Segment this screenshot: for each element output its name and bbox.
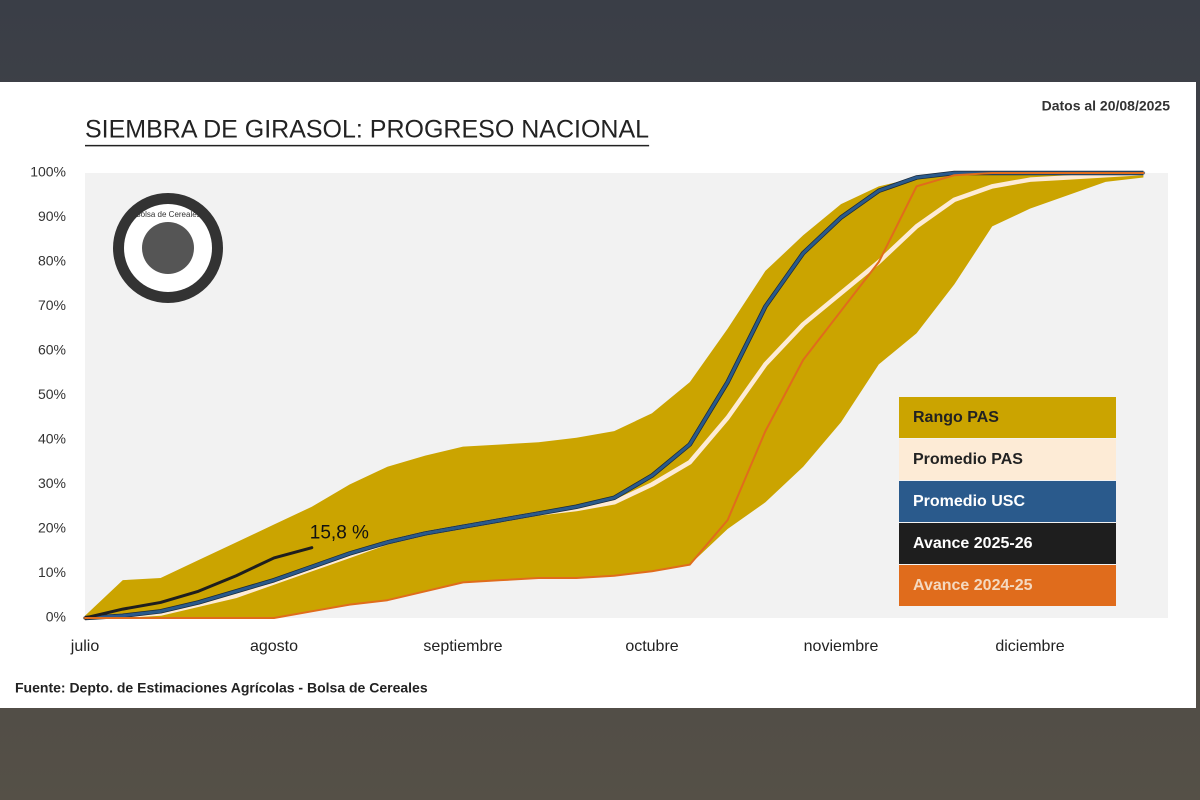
y-tick-label: 80% [38, 253, 66, 269]
legend-label: Avance 2025-26 [913, 535, 1033, 552]
y-tick-label: 40% [38, 431, 66, 447]
x-tick-label: noviembre [804, 638, 879, 655]
x-tick-label: septiembre [423, 638, 502, 655]
legend-swatch [899, 523, 1116, 564]
legend-item: Avance 2024-25 [899, 565, 1116, 606]
legend-swatch [899, 439, 1116, 480]
legend-swatch [899, 397, 1116, 438]
legend-label: Avance 2024-25 [913, 577, 1033, 594]
legend-label: Rango PAS [913, 409, 999, 426]
legend-item: Promedio USC [899, 481, 1116, 522]
series-line [82, 170, 1146, 621]
series-line [84, 172, 1145, 619]
y-tick-label: 60% [38, 342, 66, 358]
legend-item: Avance 2025-26 [899, 523, 1116, 564]
date-note: Datos al 20/08/2025 [1042, 98, 1171, 114]
logo-emblem [142, 222, 194, 274]
source-note: Fuente: Depto. de Estimaciones Agrícolas… [15, 680, 428, 696]
x-tick-label: julio [70, 638, 100, 655]
series-line [83, 546, 314, 620]
legend-label: Promedio USC [913, 493, 1025, 510]
logo-text: Bolsa de Cereales [135, 210, 200, 219]
y-tick-label: 20% [38, 520, 66, 536]
legend-swatch [899, 481, 1116, 522]
legend-swatch [899, 565, 1116, 606]
x-tick-label: octubre [625, 638, 678, 655]
y-tick-label: 70% [38, 297, 66, 313]
logo: Bolsa de Cereales [113, 193, 223, 303]
y-tick-label: 100% [30, 164, 66, 180]
data-label: 15,8 % [310, 523, 369, 544]
y-tick-label: 0% [46, 609, 66, 625]
chart-title: SIEMBRA DE GIRASOL: PROGRESO NACIONAL [85, 116, 649, 144]
x-tick-label: diciembre [995, 638, 1064, 655]
y-tick-label: 50% [38, 386, 66, 402]
y-tick-label: 90% [38, 208, 66, 224]
y-tick-label: 30% [38, 475, 66, 491]
legend-item: Promedio PAS [899, 439, 1116, 480]
x-tick-label: agosto [250, 638, 298, 655]
y-tick-label: 10% [38, 564, 66, 580]
series-line [83, 171, 1145, 620]
legend-item: Rango PAS [899, 397, 1116, 438]
legend-label: Promedio PAS [913, 451, 1023, 468]
range-band [85, 173, 1144, 618]
